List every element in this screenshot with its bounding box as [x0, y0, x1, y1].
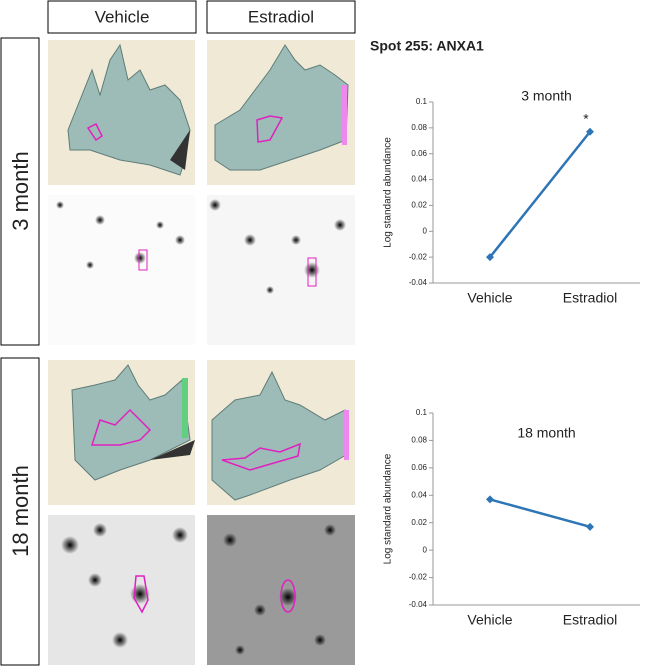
y-tick-label: -0.02: [409, 573, 428, 582]
y-tick-label: 0.1: [416, 97, 428, 106]
chart-title: 3 month: [521, 88, 572, 104]
y-axis-label: Log standard abundance: [383, 137, 394, 248]
y-tick-label: 0.06: [411, 149, 427, 158]
data-point: [486, 495, 494, 504]
gel-image: [207, 515, 355, 665]
surface-image: [207, 360, 355, 505]
column-header-box: [206, 0, 356, 34]
figure-title: Spot 255: ANXA1: [370, 38, 484, 54]
annotation: *: [583, 110, 589, 126]
surface-image: [48, 360, 195, 505]
y-tick-label: 0.04: [411, 490, 427, 499]
row-header-box: [0, 357, 40, 666]
gel-image: [48, 195, 195, 345]
data-point: [486, 253, 494, 262]
y-tick-label: -0.04: [409, 600, 428, 609]
y-tick-label: -0.02: [409, 252, 428, 261]
chart-title: 18 month: [517, 425, 575, 441]
column-header-box: [47, 0, 197, 34]
surface-image: [207, 40, 355, 185]
surface-image: [48, 40, 195, 185]
data-point: [586, 127, 594, 136]
x-tick-label: Vehicle: [467, 612, 512, 628]
row-header-box: [0, 37, 40, 346]
y-tick-label: 0: [423, 545, 428, 554]
y-tick-label: 0: [423, 226, 428, 235]
row-header: 3 month: [8, 151, 33, 231]
data-line: [489, 498, 591, 529]
y-tick-label: -0.04: [409, 278, 428, 287]
column-header: Vehicle: [95, 7, 150, 26]
y-tick-label: 0.08: [411, 436, 427, 445]
gel-image: [207, 195, 355, 345]
column-header: Estradiol: [248, 7, 314, 26]
y-tick-label: 0.08: [411, 123, 427, 132]
y-tick-label: 0.02: [411, 201, 427, 210]
row-header: 18 month: [8, 465, 33, 557]
y-tick-label: 0.02: [411, 518, 427, 527]
y-axis-label: Log standard abundance: [383, 453, 394, 564]
x-tick-label: Vehicle: [467, 290, 512, 306]
x-tick-label: Estradiol: [563, 612, 617, 628]
y-tick-label: 0.1: [416, 408, 428, 417]
x-tick-label: Estradiol: [563, 290, 617, 306]
y-tick-label: 0.04: [411, 175, 427, 184]
data-line: [489, 130, 591, 258]
data-point: [586, 522, 594, 531]
y-tick-label: 0.06: [411, 463, 427, 472]
gel-image: [48, 515, 195, 665]
